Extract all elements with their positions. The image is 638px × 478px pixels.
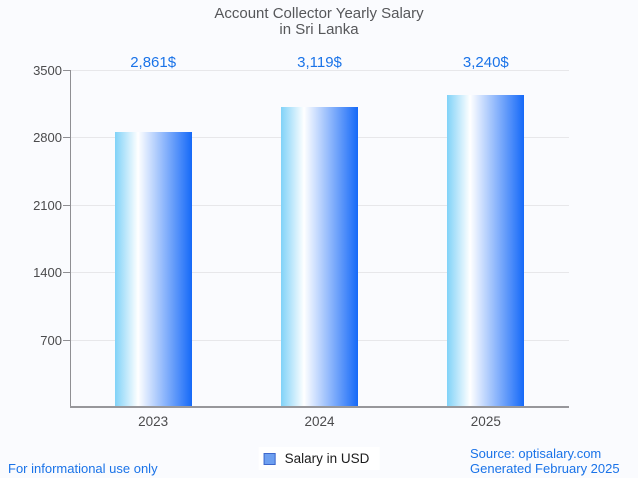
disclaimer-text: For informational use only <box>8 461 158 476</box>
legend-label: Salary in USD <box>284 451 370 466</box>
y-axis-tick-label: 2800 <box>33 130 62 146</box>
bar-value-label: 3,240$ <box>462 54 509 71</box>
bar-value-label: 2,861$ <box>130 54 177 71</box>
y-axis-tick <box>63 137 70 139</box>
chart-title-line1: Account Collector Yearly Salary <box>214 5 424 22</box>
y-axis-line <box>70 70 71 407</box>
source-text: Source: optisalary.com <box>470 446 602 461</box>
y-axis-tick <box>63 70 70 71</box>
legend-swatch-icon <box>263 452 276 465</box>
y-axis-tick-label: 1400 <box>33 265 62 281</box>
x-axis-line <box>70 406 569 408</box>
x-axis-tick-label: 2024 <box>304 414 335 429</box>
y-axis-tick-label: 3500 <box>33 63 62 78</box>
y-axis-tick <box>63 204 70 206</box>
y-axis-tick <box>63 272 70 274</box>
y-axis-tick <box>63 339 70 341</box>
legend: Salary in USD <box>258 447 380 470</box>
x-axis-tick-label: 2025 <box>470 414 501 429</box>
x-axis-tick-label: 2023 <box>138 414 169 429</box>
chart-title-line2: in Sri Lanka <box>279 21 359 38</box>
generated-text: Generated February 2025 <box>470 461 620 476</box>
bar-2024 <box>281 106 358 406</box>
chart-title: Account Collector Yearly Salary in Sri L… <box>0 6 638 38</box>
source-block: Source: optisalary.com Generated Februar… <box>470 446 620 476</box>
bar-2025 <box>447 95 525 406</box>
bar-value-label: 3,119$ <box>297 54 342 71</box>
y-axis-tick-label: 2100 <box>33 197 62 213</box>
y-axis-tick-label: 700 <box>40 332 62 348</box>
gridline <box>71 70 569 71</box>
bar-2023 <box>114 131 192 406</box>
